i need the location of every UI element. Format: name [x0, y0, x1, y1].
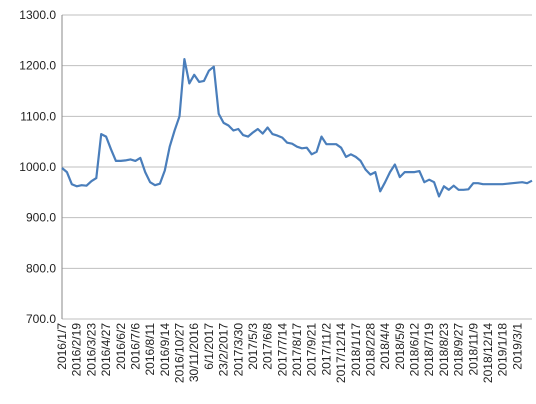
x-tick-label: 6/1/2017 — [202, 323, 216, 370]
x-tick-label: 2016/10/27 — [173, 323, 187, 383]
x-tick-label: 2016/2/19 — [70, 323, 84, 377]
x-tick-label: 2016/9/14 — [158, 323, 172, 377]
y-tick-label: 1100.0 — [20, 109, 56, 123]
x-tick-label: 2018/7/19 — [422, 323, 436, 377]
data-line — [61, 58, 533, 198]
x-tick-label: 2016/4/27 — [99, 323, 113, 377]
x-tick-label: 2016/3/23 — [84, 323, 98, 377]
x-tick-label: 2017/6/8 — [261, 323, 275, 370]
x-tick-label: 2017/8/17 — [290, 323, 304, 377]
x-tick-label: 2018/12/14 — [481, 323, 495, 383]
x-tick-label: 2016/1/7 — [55, 323, 69, 370]
x-tick-label: 2018/1/17 — [349, 323, 363, 377]
x-tick-label: 2018/6/12 — [408, 323, 422, 377]
x-tick-label: 2018/11/9 — [466, 323, 480, 376]
x-tick-label: 2018/4/4 — [378, 323, 392, 370]
x-tick-label: 30/11/2016 — [187, 323, 201, 382]
x-tick-label: 2019/3/1 — [510, 323, 524, 370]
y-tick-label: 800.0 — [26, 261, 56, 275]
y-tick-label: 1000.0 — [19, 160, 56, 174]
x-tick-label: 2018/9/27 — [452, 323, 466, 377]
x-tick-label: 2016/8/11 — [143, 323, 157, 376]
x-tick-label: 2016/6/2 — [114, 323, 128, 370]
x-tick-label: 23/2/2017 — [217, 323, 231, 377]
y-tick-label: 1200.0 — [19, 59, 56, 73]
x-tick-label: 2018/5/9 — [393, 323, 407, 370]
x-tick-label: 2017/3/30 — [231, 323, 245, 377]
y-tick-label: 700.0 — [26, 312, 56, 326]
x-tick-label: 2017/12/14 — [334, 323, 348, 383]
x-tick-label: 2016/7/6 — [128, 323, 142, 370]
x-tick-label: 2018/2/28 — [363, 323, 377, 377]
x-tick-label: 2017/9/21 — [305, 323, 319, 377]
x-tick-label: 2019/1/18 — [496, 323, 510, 377]
x-tick-label: 2017/7/14 — [275, 323, 289, 377]
x-tick-label: 2018/8/23 — [437, 323, 451, 377]
x-tick-label: 2017/11/2 — [319, 323, 333, 376]
x-tick-label: 2017/5/3 — [246, 323, 260, 370]
y-tick-label: 1300.0 — [19, 8, 56, 22]
y-tick-label: 900.0 — [26, 211, 56, 225]
